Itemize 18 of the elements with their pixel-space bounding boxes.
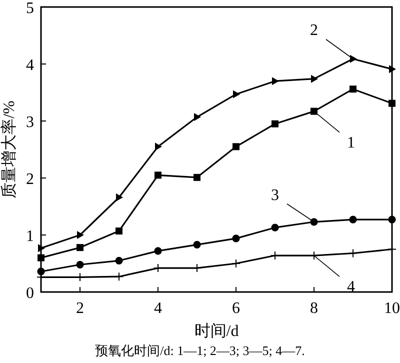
y-tick-label: 2 (26, 171, 34, 188)
y-tick-label: 5 (26, 0, 34, 17)
text: 1 (347, 134, 355, 152)
y-tick-label: 4 (26, 57, 34, 74)
x-tick-label: 10 (384, 300, 400, 317)
y-axis-title: 质量增大率/% (0, 100, 18, 198)
text: 预氧化时间/d: 1—1; 2—3; 3—5; 4—7. (95, 343, 305, 358)
x-axis-title: 时间/d (194, 322, 239, 340)
text: 2 (310, 22, 318, 39)
x-tick-label: 4 (154, 300, 162, 317)
y-tick-label: 1 (26, 228, 34, 245)
series-label: 4 (347, 278, 355, 296)
x-tick-label: 2 (76, 300, 84, 317)
series-label: 3 (271, 186, 279, 204)
y-tick-label: 0 (26, 285, 34, 302)
y-tick-label: 3 (26, 114, 34, 131)
x-tick-label: 6 (232, 300, 240, 317)
x-tick-label: 8 (310, 300, 318, 317)
